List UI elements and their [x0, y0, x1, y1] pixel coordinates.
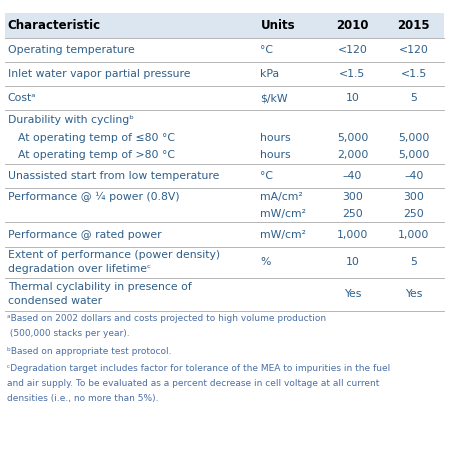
Text: 2015: 2015 [397, 19, 430, 32]
Text: ᶜDegradation target includes factor for tolerance of the MEA to impurities in th: ᶜDegradation target includes factor for … [7, 364, 390, 373]
Text: 2,000: 2,000 [337, 150, 368, 160]
Text: 1,000: 1,000 [398, 230, 429, 239]
Text: degradation over lifetimeᶜ: degradation over lifetimeᶜ [8, 264, 150, 274]
Text: <120: <120 [399, 45, 429, 55]
Text: 250: 250 [342, 209, 363, 219]
Text: <1.5: <1.5 [339, 69, 365, 79]
Text: Units: Units [260, 19, 295, 32]
Text: 5: 5 [410, 93, 417, 103]
Text: –40: –40 [343, 171, 362, 181]
Text: Durability with cyclingᵇ: Durability with cyclingᵇ [8, 115, 133, 125]
Text: condensed water: condensed water [8, 297, 102, 306]
Text: Costᵃ: Costᵃ [8, 93, 36, 103]
Text: (500,000 stacks per year).: (500,000 stacks per year). [7, 329, 129, 339]
Text: %: % [260, 257, 271, 267]
Text: Yes: Yes [405, 289, 423, 299]
Text: ᵇBased on appropriate test protocol.: ᵇBased on appropriate test protocol. [7, 347, 171, 356]
Text: 10: 10 [346, 257, 359, 267]
Bar [5, 13, 444, 38]
Text: 5: 5 [410, 257, 417, 267]
Text: 1,000: 1,000 [337, 230, 368, 239]
Text: Operating temperature: Operating temperature [8, 45, 134, 55]
Text: 250: 250 [403, 209, 424, 219]
Text: 300: 300 [403, 192, 424, 202]
Text: mW/cm²: mW/cm² [260, 209, 306, 219]
Text: 2010: 2010 [336, 19, 369, 32]
Text: –40: –40 [404, 171, 423, 181]
Text: densities (i.e., no more than 5%).: densities (i.e., no more than 5%). [7, 394, 158, 403]
Text: Performance @ rated power: Performance @ rated power [8, 230, 161, 239]
Text: At operating temp of ≤80 °C: At operating temp of ≤80 °C [18, 133, 175, 143]
Text: Performance @ ¼ power (0.8V): Performance @ ¼ power (0.8V) [8, 192, 179, 202]
Text: At operating temp of >80 °C: At operating temp of >80 °C [18, 150, 175, 160]
Text: <1.5: <1.5 [401, 69, 427, 79]
Text: Extent of performance (power density): Extent of performance (power density) [8, 250, 220, 260]
Text: Inlet water vapor partial pressure: Inlet water vapor partial pressure [8, 69, 190, 79]
Text: 5,000: 5,000 [398, 150, 429, 160]
Text: mA/cm²: mA/cm² [260, 192, 303, 202]
Text: mW/cm²: mW/cm² [260, 230, 306, 239]
Text: Unassisted start from low temperature: Unassisted start from low temperature [8, 171, 219, 181]
Text: ᵃBased on 2002 dollars and costs projected to high volume production: ᵃBased on 2002 dollars and costs project… [7, 314, 326, 324]
Text: 10: 10 [346, 93, 359, 103]
Text: Characteristic: Characteristic [8, 19, 101, 32]
Text: hours: hours [260, 133, 291, 143]
Text: <120: <120 [338, 45, 367, 55]
Text: 300: 300 [342, 192, 363, 202]
Text: hours: hours [260, 150, 291, 160]
Text: $/kW: $/kW [260, 93, 288, 103]
Text: kPa: kPa [260, 69, 280, 79]
Text: and air supply. To be evaluated as a percent decrease in cell voltage at all cur: and air supply. To be evaluated as a per… [7, 379, 379, 388]
Text: Thermal cyclability in presence of: Thermal cyclability in presence of [8, 282, 191, 292]
Text: 5,000: 5,000 [398, 133, 429, 143]
Text: 5,000: 5,000 [337, 133, 368, 143]
Text: °C: °C [260, 45, 273, 55]
Text: Yes: Yes [344, 289, 361, 299]
Text: °C: °C [260, 171, 273, 181]
